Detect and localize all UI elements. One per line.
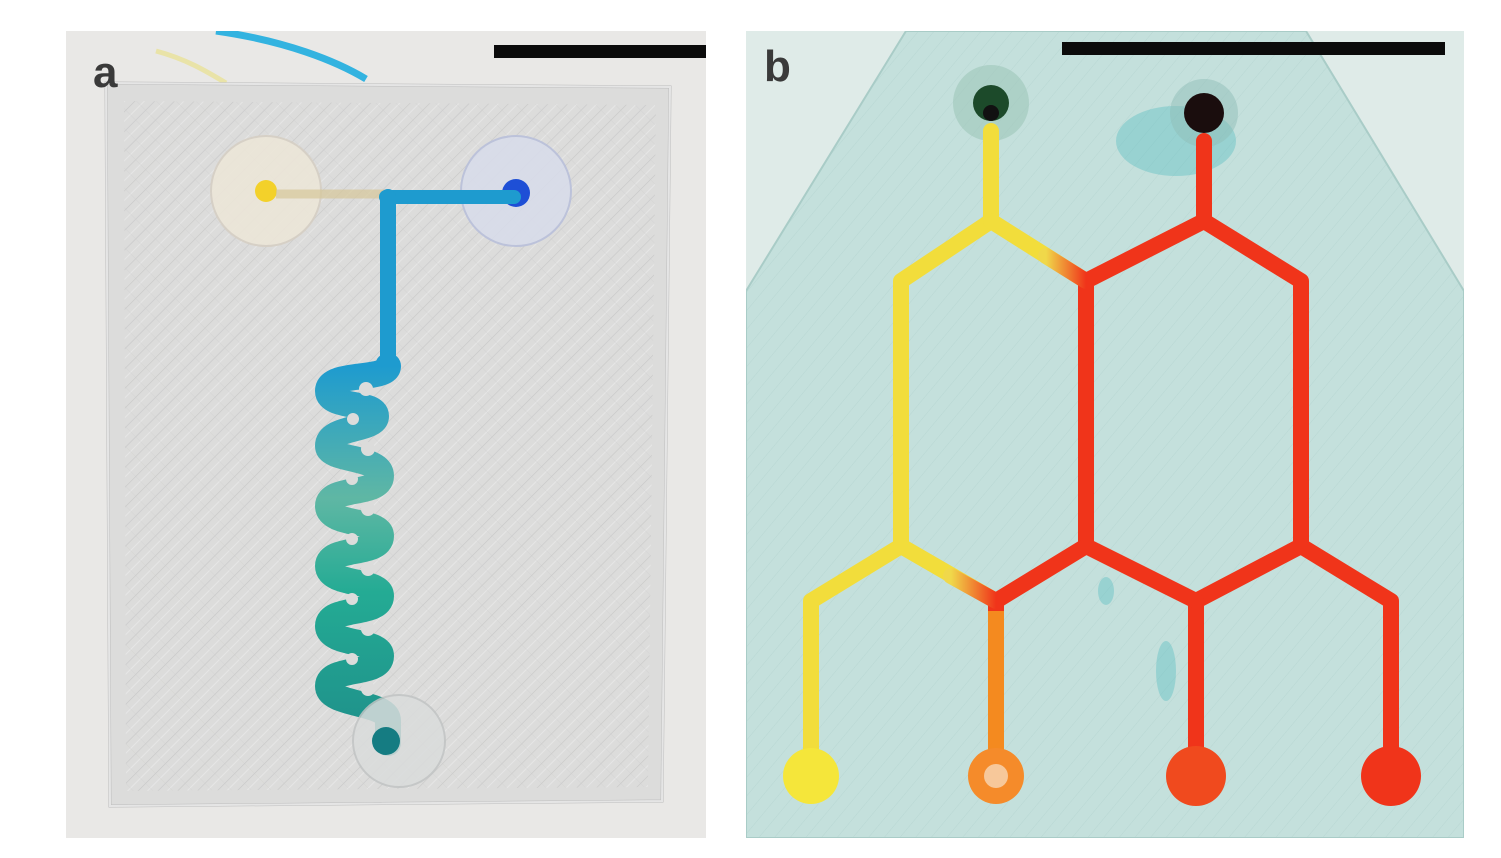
mixing-junction — [943, 568, 1004, 609]
panel-b-scene — [746, 31, 1464, 838]
mixer-pillars — [346, 382, 375, 696]
scale-bar-a — [494, 45, 706, 58]
left-inlet-hole — [983, 105, 999, 121]
panel-b-photo: b — [746, 31, 1464, 838]
yellow-dye-spot — [255, 180, 277, 202]
panel-a-photo: a — [66, 31, 706, 838]
scale-bar-b — [1062, 42, 1445, 55]
left-inlet-dye — [973, 85, 1009, 121]
panel-a-scene — [66, 31, 706, 838]
serpentine-mixer-channel — [315, 353, 401, 756]
panel-label-a: a — [93, 48, 118, 97]
outlet-red — [1361, 746, 1421, 806]
microfluidic-chip — [104, 81, 672, 808]
outlet-red-orange — [1166, 746, 1226, 806]
microfluidic-chip — [746, 31, 1464, 838]
outlet-yellow — [783, 748, 839, 804]
tubing-yellow — [155, 48, 228, 86]
outlet-dye-spot — [372, 727, 400, 755]
tubing — [215, 31, 368, 83]
outlet-orange-hole — [984, 764, 1008, 788]
mixing-junction — [1038, 248, 1094, 289]
panel-label-b: b — [764, 42, 791, 91]
right-inlet-dye — [1184, 93, 1224, 133]
